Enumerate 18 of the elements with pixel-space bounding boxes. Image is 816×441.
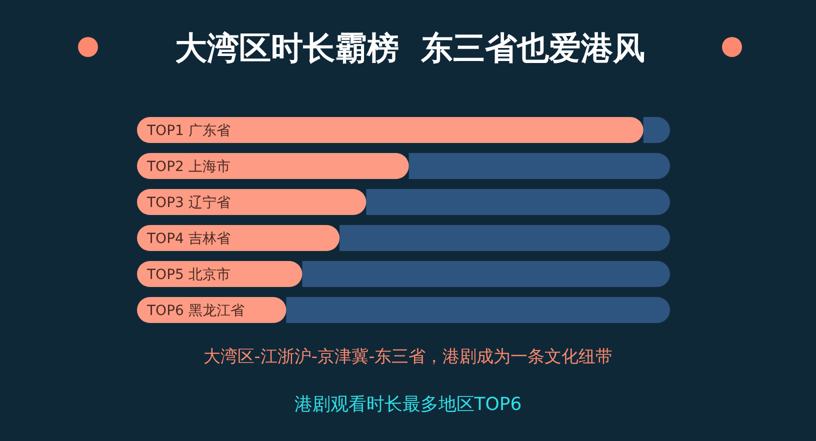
bar	[137, 189, 366, 215]
bar	[408, 153, 670, 179]
bar	[286, 297, 670, 323]
bar	[340, 225, 670, 251]
y-tick-label: TOP6 黑龙江省	[146, 303, 244, 319]
y-tick-label: TOP1 广东省	[146, 123, 230, 139]
bar	[137, 153, 409, 179]
y-tick-label: TOP2 上海市	[146, 159, 230, 175]
bar	[302, 261, 670, 287]
bar	[366, 189, 670, 215]
text: 大湾区-江浙沪-京津冀-东三省，港剧成为一条文化纽带	[203, 347, 613, 367]
bar	[137, 225, 340, 251]
text: 港剧观看时长最多地区TOP6	[294, 394, 522, 415]
chart-title: 大湾区时长霸榜 东三省也爱港风	[174, 29, 646, 67]
bar	[137, 117, 644, 143]
y-tick-label: TOP5 北京市	[146, 267, 230, 283]
y-tick-label: TOP3 辽宁省	[146, 195, 230, 211]
y-tick-label: TOP4 吉林省	[146, 231, 230, 247]
